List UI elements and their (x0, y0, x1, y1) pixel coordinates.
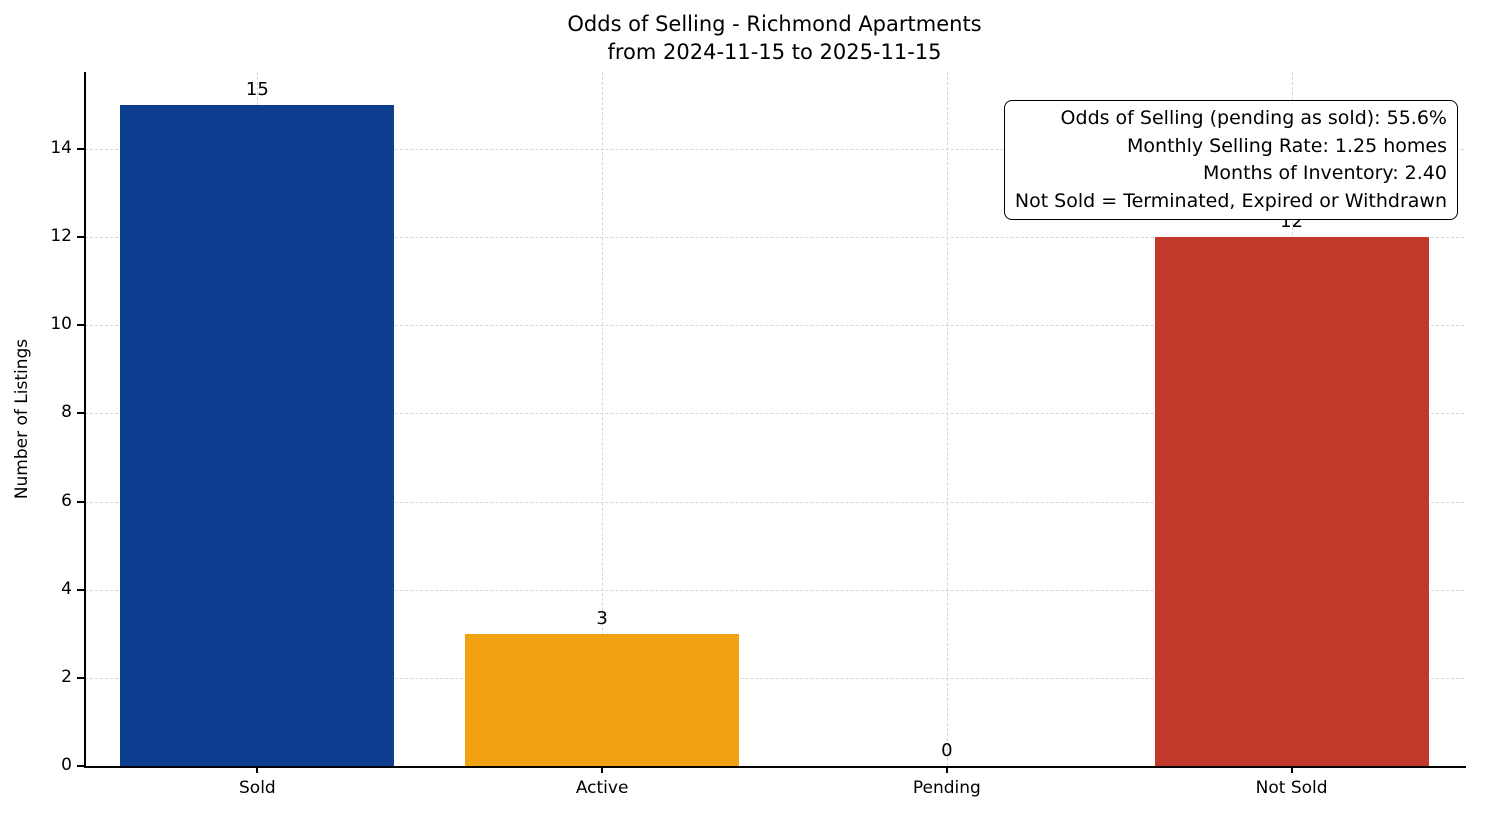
bar-value-label: 0 (941, 740, 953, 761)
bar-value-label: 3 (596, 607, 608, 629)
chart-title: Odds of Selling - Richmond Apartments (567, 12, 982, 36)
gridline-horizontal (85, 501, 1464, 503)
x-tick-label: Pending (912, 778, 981, 798)
x-axis-spine (84, 766, 1466, 768)
annotation-line: Monthly Selling Rate: 1.25 homes (1127, 134, 1447, 157)
x-tick-label: Active (575, 778, 629, 798)
y-tick-mark (77, 676, 84, 679)
y-tick-mark (77, 765, 84, 767)
y-tick-label: 10 (50, 314, 72, 335)
chart-title-block: Odds of Selling - Richmond Apartments fr… (85, 10, 1464, 67)
bars-layer: 15 3 0 12 (85, 72, 1464, 766)
bar-value-label: 15 (245, 79, 269, 101)
x-tick-label: Not Sold (1255, 778, 1328, 798)
gridline-horizontal (85, 589, 1464, 591)
y-tick-label: 2 (61, 666, 72, 687)
y-tick-label: 6 (61, 490, 72, 511)
y-tick-mark (77, 412, 84, 415)
plot-area: 15 3 0 12 Odds of Selling (pending as sold)… (85, 72, 1464, 766)
gridline-horizontal (85, 413, 1464, 415)
gridline-vertical (602, 72, 604, 766)
gridline-horizontal (85, 677, 1464, 679)
bar-sold (120, 105, 395, 766)
gridline-horizontal (85, 237, 1464, 239)
gridline-horizontal (85, 325, 1464, 327)
annotation-line: Not Sold = Terminated, Expired or Withdr… (1014, 189, 1447, 212)
y-axis-spine (84, 72, 86, 768)
y-tick-label: 0 (61, 755, 72, 775)
chart-subtitle: from 2024-11-15 to 2025-11-15 (607, 40, 942, 65)
y-tick-mark (77, 324, 84, 327)
y-tick-label: 4 (61, 578, 72, 599)
gridline-vertical (946, 72, 948, 766)
y-tick-mark (77, 148, 84, 151)
x-tick-label: Sold (239, 778, 276, 798)
y-tick-mark (77, 236, 84, 239)
annotation-line: Months of Inventory: 2.40 (1203, 162, 1447, 185)
gridline-horizontal (85, 149, 1464, 151)
y-tick-mark (77, 588, 84, 591)
bar-not-sold (1154, 237, 1429, 766)
y-axis-label: Number of Listings (12, 338, 32, 500)
y-tick-label: 8 (61, 402, 72, 423)
annotation-line: Odds of Selling (pending as sold): 55.6% (1060, 107, 1447, 129)
bar-active (465, 633, 740, 766)
y-tick-label: 14 (50, 138, 72, 159)
y-tick-label: 12 (50, 226, 72, 247)
annotation-box: Odds of Selling (pending as sold): 55.6%… (1003, 100, 1458, 221)
y-tick-mark (77, 500, 84, 503)
